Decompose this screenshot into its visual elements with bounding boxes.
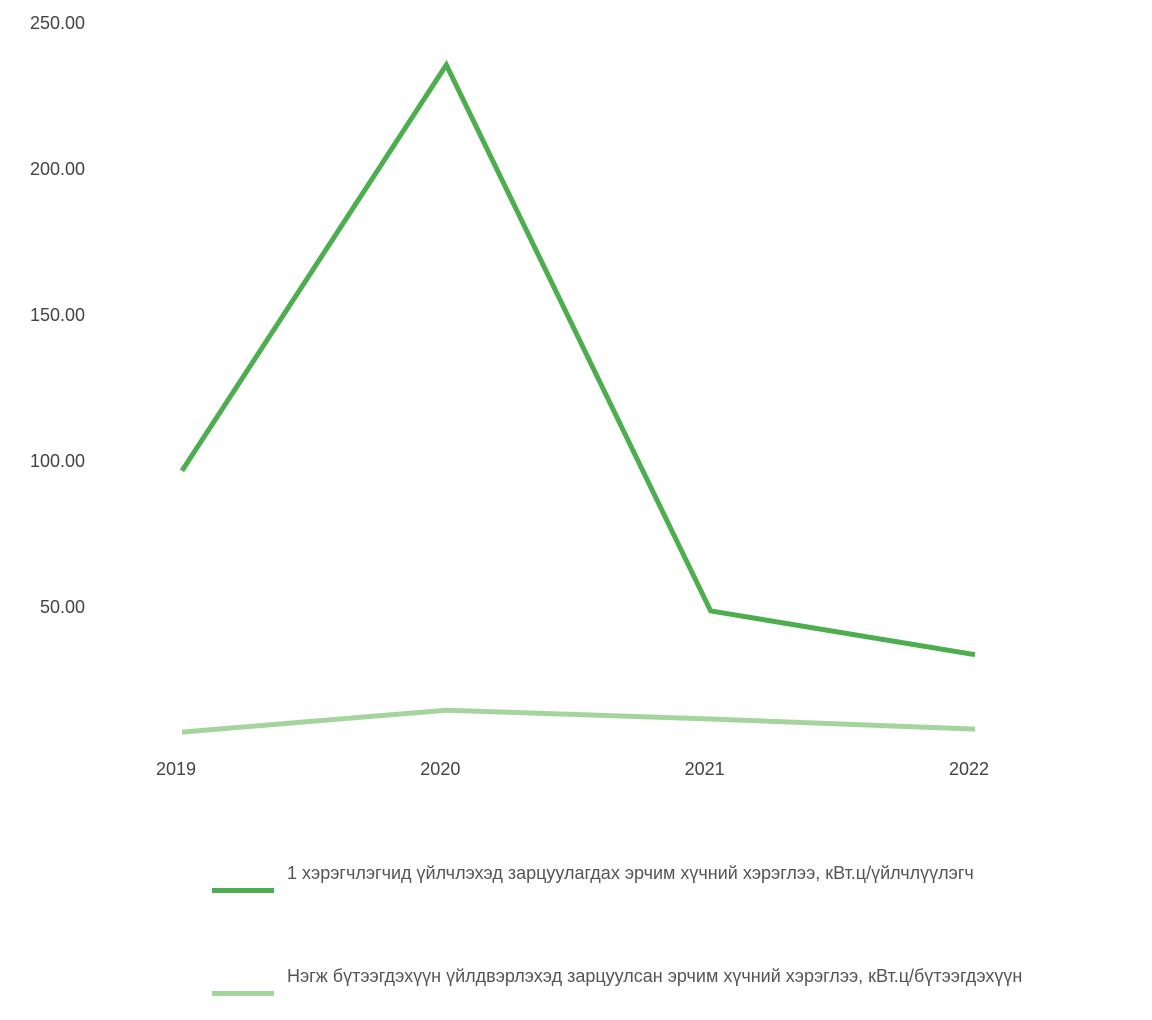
x-tick-label: 2021	[685, 759, 725, 779]
legend-label: 1 хэрэгчлэгчид үйлчлэхэд зарцуулагдах эр…	[287, 863, 974, 883]
series-line	[181, 707, 976, 735]
y-tick-label: 200.00	[30, 159, 85, 179]
legend-label: Нэгж бүтээгдэхүүн үйлдвэрлэхэд зарцуулса…	[287, 966, 1023, 986]
x-tick-label: 2022	[949, 759, 989, 779]
chart: 50.00 100.00 150.00 200.00 250.00 2019 2020 202…	[30, 13, 989, 779]
x-tick-label: 2020	[420, 759, 460, 779]
series-line	[179, 59, 976, 658]
y-tick-label: 150.00	[30, 305, 85, 325]
legend-swatch	[212, 991, 274, 996]
y-tick-label: 100.00	[30, 451, 85, 471]
legend-swatch	[212, 888, 274, 893]
x-tick-label: 2019	[156, 759, 196, 779]
y-tick-label: 50.00	[40, 597, 85, 617]
y-tick-label: 250.00	[30, 13, 85, 33]
